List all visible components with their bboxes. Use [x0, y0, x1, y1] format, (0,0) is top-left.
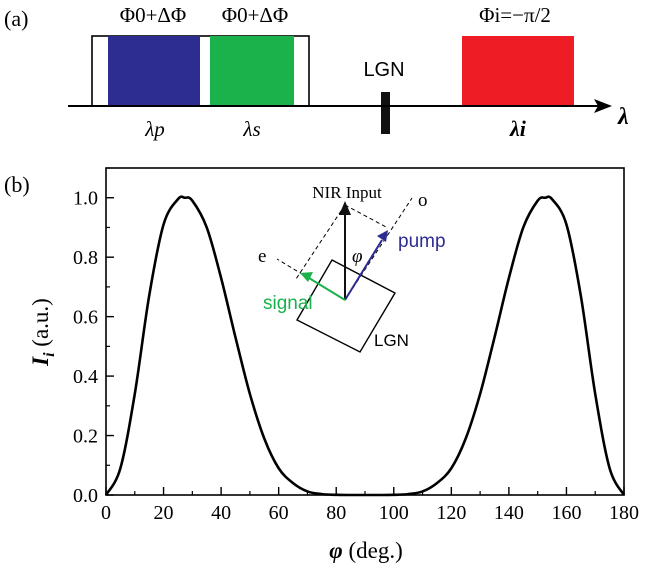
x-tick-label: 160 [551, 502, 581, 524]
x-tick-label: 60 [269, 502, 289, 524]
x-tick-label: 140 [494, 502, 524, 524]
lambda-axis-label: λ [617, 104, 629, 130]
e-axis-label: e [258, 246, 266, 267]
panel-b-label: (b) [4, 172, 30, 197]
inset-schematic: NIR Input o e φ pump signal LGN [258, 183, 446, 353]
lgn-crystal [296, 259, 396, 353]
signal-label: signal [263, 293, 313, 314]
y-axis-label: Ii (a.u.) [28, 298, 58, 367]
panel-a-label: (a) [4, 6, 28, 31]
lambda-s-label: λs [242, 117, 260, 141]
x-tick-label: 0 [101, 502, 111, 524]
x-tick-label: 40 [211, 502, 231, 524]
panel-b: (b) 0 20 40 60 80 100 120 140 160 180 0.00.20.40.… [4, 167, 639, 563]
signal-phase-label: Φ0+ΔΦ [222, 3, 289, 27]
x-ticks: 0 20 40 60 80 100 120 140 160 180 [101, 487, 639, 524]
o-axis-line [344, 197, 413, 301]
e-axis-line [276, 258, 346, 301]
y-tick-label: 0.4 [73, 366, 98, 388]
y-tick-label: 0.2 [73, 426, 98, 448]
lambda-i-label: λi [509, 116, 527, 141]
phi-angle-label: φ [352, 246, 363, 267]
x-axis-label: φ (deg.) [329, 538, 403, 563]
dashed-line [295, 204, 346, 280]
pump-label: pump [398, 231, 446, 252]
wavelength-axis-arrow [594, 99, 612, 113]
nir-arrowhead [339, 201, 351, 215]
panel-a: (a) Φ0+ΔΦ Φ0+ΔΦ Φi=−π/2 LGN λp λs λi λ [4, 3, 629, 141]
idler-intensity-curve [104, 195, 626, 497]
lgn-crystal-label: LGN [374, 331, 409, 350]
signal-band [210, 36, 294, 106]
x-tick-label: 20 [154, 502, 174, 524]
x-tick-label: 180 [609, 502, 639, 524]
y-tick-label: 1.0 [73, 188, 98, 210]
y-tick-label: 0.0 [73, 485, 98, 507]
signal-arrowhead [300, 272, 313, 282]
x-tick-label: 100 [379, 502, 409, 524]
idler-band [462, 36, 574, 106]
x-tick-label: 80 [326, 502, 346, 524]
y-ticks: 0.0 0.2 0.4 0.6 0.8 1.0 [73, 167, 114, 507]
y-tick-label: 0.8 [73, 247, 98, 269]
x-tick-label: 120 [436, 502, 466, 524]
pump-arrowhead [377, 230, 388, 242]
lambda-p-label: λp [144, 117, 165, 141]
nir-input-label: NIR Input [312, 183, 382, 202]
lgn-label: LGN [363, 59, 404, 81]
o-axis-label: o [418, 190, 428, 211]
pump-arrow [344, 239, 383, 301]
y-tick-label: 0.6 [73, 307, 98, 329]
idler-phase-label: Φi=−π/2 [479, 3, 551, 27]
signal-arrow [308, 277, 346, 301]
lgn-marker [381, 92, 390, 134]
dashed-line [344, 204, 389, 229]
plot-frame [105, 167, 625, 496]
pump-phase-label: Φ0+ΔΦ [120, 3, 187, 27]
pump-band [108, 36, 200, 106]
